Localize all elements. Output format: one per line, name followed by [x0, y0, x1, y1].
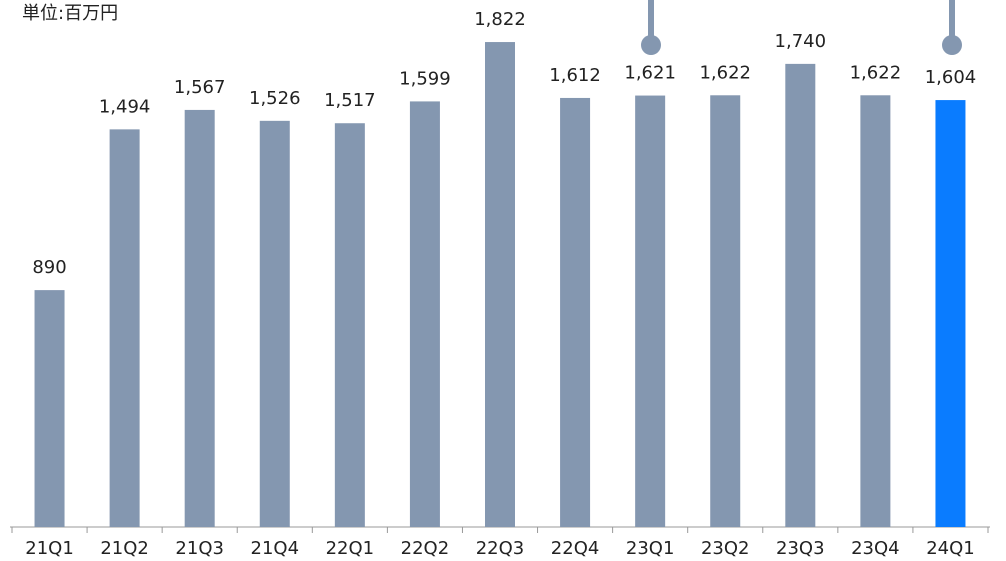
value-label: 1,517 [324, 90, 376, 111]
bar [34, 290, 65, 527]
bar [935, 100, 966, 527]
x-tick-label: 23Q2 [701, 538, 750, 559]
value-label: 1,599 [399, 68, 451, 89]
bar [409, 101, 440, 527]
value-label: 1,567 [174, 77, 226, 98]
x-tick-label: 22Q3 [476, 538, 525, 559]
bar [259, 120, 290, 527]
x-tick-label: 24Q1 [926, 538, 975, 559]
x-tick-label: 22Q4 [551, 538, 600, 559]
x-tick-label: 23Q4 [851, 538, 900, 559]
value-label: 1,740 [775, 31, 827, 52]
bar [785, 63, 816, 528]
x-tick-label: 23Q3 [776, 538, 825, 559]
value-label: 890 [32, 257, 66, 278]
bar [184, 109, 215, 527]
value-label: 1,822 [474, 9, 526, 30]
value-label: 1,494 [99, 96, 151, 117]
bar [560, 97, 591, 527]
value-label: 1,604 [925, 67, 977, 88]
x-tick-label: 22Q2 [401, 538, 450, 559]
marker-dot [942, 35, 962, 55]
x-tick-label: 22Q1 [326, 538, 375, 559]
x-tick-label: 21Q4 [251, 538, 300, 559]
comparison-marker [641, 0, 962, 55]
value-label: 1,622 [850, 62, 902, 83]
x-tick-label: 21Q3 [175, 538, 224, 559]
marker-dot [641, 35, 661, 55]
bar [710, 95, 741, 527]
bar [109, 129, 140, 527]
x-tick-label: 21Q2 [100, 538, 149, 559]
x-tick-label: 23Q1 [626, 538, 675, 559]
value-label: 1,612 [549, 65, 601, 86]
value-label: 1,621 [624, 63, 676, 84]
value-label: 1,622 [699, 62, 751, 83]
bar [334, 123, 365, 528]
value-label: 1,526 [249, 88, 301, 109]
bar [485, 42, 515, 528]
bar [860, 95, 891, 527]
x-tick-label: 21Q1 [25, 538, 74, 559]
unit-label: 単位:百万円 [22, 3, 118, 24]
bar [635, 95, 666, 528]
